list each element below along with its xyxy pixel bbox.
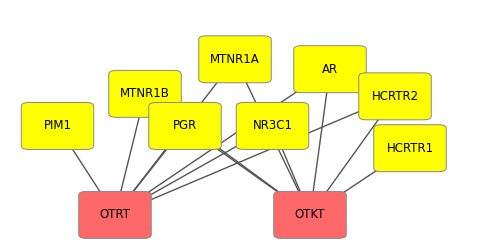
Text: PIM1: PIM1 <box>44 120 72 132</box>
FancyBboxPatch shape <box>21 103 94 149</box>
Text: OTKT: OTKT <box>295 208 325 221</box>
Text: MTNR1A: MTNR1A <box>210 53 260 66</box>
Text: PGR: PGR <box>173 120 197 132</box>
Text: NR3C1: NR3C1 <box>252 120 292 132</box>
FancyBboxPatch shape <box>149 103 221 149</box>
FancyBboxPatch shape <box>236 103 309 149</box>
Text: MTNR1B: MTNR1B <box>120 87 170 100</box>
Text: OTRT: OTRT <box>100 208 130 221</box>
FancyBboxPatch shape <box>198 36 271 83</box>
Text: HCRTR1: HCRTR1 <box>386 142 434 155</box>
Text: HCRTR2: HCRTR2 <box>372 90 418 103</box>
FancyBboxPatch shape <box>374 125 446 172</box>
FancyBboxPatch shape <box>274 191 346 238</box>
FancyBboxPatch shape <box>108 70 181 117</box>
FancyBboxPatch shape <box>79 191 152 238</box>
FancyBboxPatch shape <box>359 73 431 120</box>
Text: AR: AR <box>322 63 338 76</box>
FancyBboxPatch shape <box>294 46 366 93</box>
